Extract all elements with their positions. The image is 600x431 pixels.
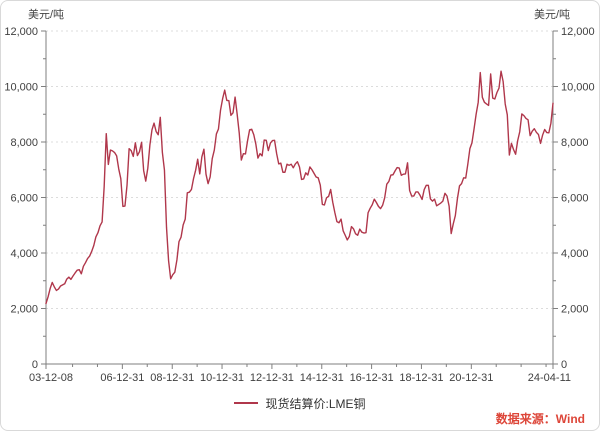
x-tick-label: 06-12-31 bbox=[100, 372, 144, 384]
y-tick-label-left: 4,000 bbox=[10, 248, 38, 260]
x-tick-label: 14-12-31 bbox=[300, 372, 344, 384]
y-tick-label-right: 2,000 bbox=[561, 304, 589, 316]
y-axis-unit-right: 美元/吨 bbox=[534, 9, 571, 21]
y-tick-label-right: 4,000 bbox=[561, 248, 589, 260]
y-tick-label-right: 6,000 bbox=[561, 193, 589, 205]
y-axis-unit-left: 美元/吨 bbox=[28, 9, 65, 21]
x-tick-label: 20-12-31 bbox=[449, 372, 493, 384]
y-tick-label-right: 8,000 bbox=[561, 137, 589, 149]
y-tick-label-right: 0 bbox=[561, 359, 567, 371]
legend-label: 现货结算价:LME铜 bbox=[265, 396, 366, 411]
x-tick-label: 08-12-31 bbox=[150, 372, 194, 384]
x-tick-label: 16-12-31 bbox=[350, 372, 394, 384]
legend: 现货结算价:LME铜 bbox=[1, 395, 599, 411]
x-tick-label: 12-12-31 bbox=[250, 372, 294, 384]
y-tick-label-left: 10,000 bbox=[4, 82, 38, 94]
price-line bbox=[45, 70, 554, 305]
data-source-label: 数据来源：Wind bbox=[495, 412, 585, 426]
x-tick-label: 18-12-31 bbox=[399, 372, 443, 384]
y-tick-label-left: 0 bbox=[32, 359, 38, 371]
y-tick-label-left: 8,000 bbox=[10, 137, 38, 149]
y-tick-label-left: 12,000 bbox=[4, 26, 38, 38]
legend-line-marker bbox=[234, 402, 259, 404]
y-tick-label-right: 10,000 bbox=[561, 82, 595, 94]
x-tick-label: 10-12-31 bbox=[200, 372, 244, 384]
x-tick-label: 03-12-08 bbox=[29, 372, 73, 384]
y-tick-label-right: 12,000 bbox=[561, 26, 595, 38]
y-tick-label-left: 2,000 bbox=[10, 304, 38, 316]
y-tick-label-left: 6,000 bbox=[10, 193, 38, 205]
x-tick-label: 24-04-11 bbox=[528, 372, 571, 384]
